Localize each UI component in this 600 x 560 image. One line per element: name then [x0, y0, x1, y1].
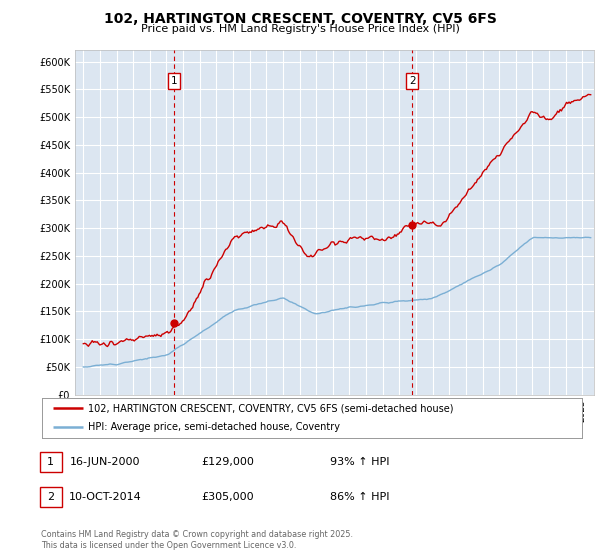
Text: 10-OCT-2014: 10-OCT-2014: [68, 492, 142, 502]
Text: 2: 2: [47, 492, 54, 502]
Text: This data is licensed under the Open Government Licence v3.0.: This data is licensed under the Open Gov…: [41, 541, 296, 550]
Text: 93% ↑ HPI: 93% ↑ HPI: [330, 457, 390, 467]
Text: HPI: Average price, semi-detached house, Coventry: HPI: Average price, semi-detached house,…: [88, 422, 340, 432]
Text: 1: 1: [47, 457, 54, 467]
Text: Price paid vs. HM Land Registry's House Price Index (HPI): Price paid vs. HM Land Registry's House …: [140, 24, 460, 34]
Text: 102, HARTINGTON CRESCENT, COVENTRY, CV5 6FS: 102, HARTINGTON CRESCENT, COVENTRY, CV5 …: [104, 12, 496, 26]
Text: 1: 1: [170, 76, 177, 86]
Text: 86% ↑ HPI: 86% ↑ HPI: [330, 492, 390, 502]
Text: 102, HARTINGTON CRESCENT, COVENTRY, CV5 6FS (semi-detached house): 102, HARTINGTON CRESCENT, COVENTRY, CV5 …: [88, 404, 454, 413]
Text: £129,000: £129,000: [202, 457, 254, 467]
Text: 2: 2: [409, 76, 416, 86]
Text: Contains HM Land Registry data © Crown copyright and database right 2025.: Contains HM Land Registry data © Crown c…: [41, 530, 353, 539]
Text: £305,000: £305,000: [202, 492, 254, 502]
Text: 16-JUN-2000: 16-JUN-2000: [70, 457, 140, 467]
